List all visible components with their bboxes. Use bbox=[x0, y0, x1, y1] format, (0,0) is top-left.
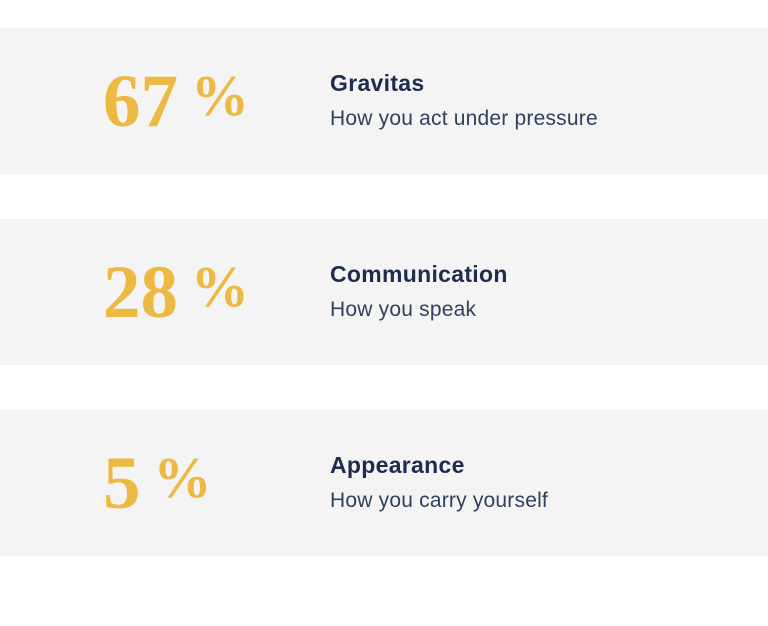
stat-number: 5 bbox=[103, 441, 141, 525]
stat-description: How you carry yourself bbox=[330, 489, 548, 513]
stat-text-block: Communication How you speak bbox=[330, 260, 508, 322]
stat-value: 67% bbox=[103, 64, 330, 139]
stat-number: 28 bbox=[103, 250, 178, 334]
stat-value: 28% bbox=[103, 255, 330, 330]
stat-title: Appearance bbox=[330, 451, 465, 478]
stat-description: How you act under pressure bbox=[330, 107, 598, 131]
stat-text-block: Appearance How you carry yourself bbox=[330, 451, 548, 513]
stat-description: How you speak bbox=[330, 298, 477, 322]
stat-title: Communication bbox=[330, 260, 508, 287]
stat-row-gravitas: 67% Gravitas How you act under pressure bbox=[0, 28, 768, 174]
stat-title: Gravitas bbox=[330, 69, 425, 96]
percent-sign: % bbox=[191, 253, 249, 319]
stat-text-block: Gravitas How you act under pressure bbox=[330, 69, 598, 131]
stat-row-communication: 28% Communication How you speak bbox=[0, 219, 768, 365]
percent-sign: % bbox=[191, 62, 249, 128]
stat-number: 67 bbox=[103, 59, 178, 143]
stat-row-appearance: 5% Appearance How you carry yourself bbox=[0, 410, 768, 556]
stat-value: 5% bbox=[103, 446, 330, 521]
percent-sign: % bbox=[153, 444, 212, 510]
